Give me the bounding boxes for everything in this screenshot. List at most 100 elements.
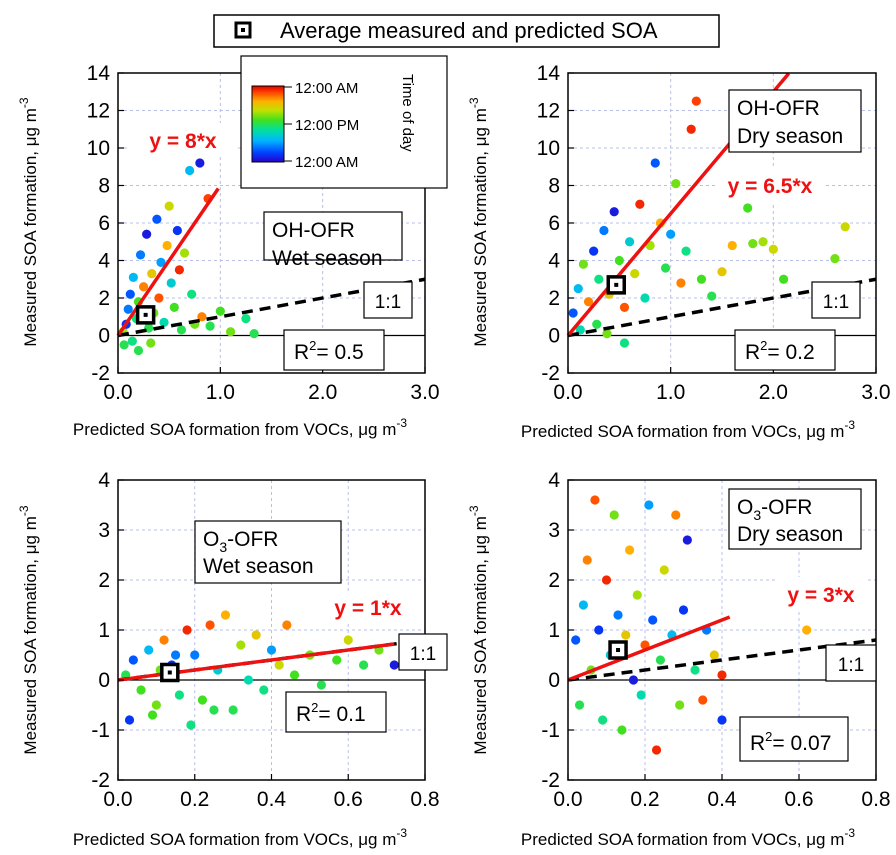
x-axis-label: Predicted SOA formation from VOCs, μg m-… bbox=[521, 418, 855, 441]
data-point-33 bbox=[209, 705, 219, 715]
legend-marker-dot bbox=[241, 28, 245, 32]
data-point-8 bbox=[182, 625, 192, 635]
x-axis-label: Predicted SOA formation from VOCs, μg m-… bbox=[73, 826, 407, 849]
y-tick-label-4: 6 bbox=[548, 212, 560, 235]
data-point-1 bbox=[573, 284, 583, 294]
data-point-16 bbox=[632, 590, 642, 600]
data-point-37 bbox=[127, 336, 137, 346]
data-point-34 bbox=[241, 314, 251, 324]
r2-box bbox=[283, 329, 385, 371]
x-tick-label-0: 0.0 bbox=[553, 381, 582, 404]
panel-label-line2: Wet season bbox=[203, 555, 314, 578]
data-point-4 bbox=[128, 272, 138, 282]
data-point-25 bbox=[332, 655, 342, 665]
data-point-30 bbox=[124, 715, 135, 725]
colorbar-title: Time of day bbox=[399, 74, 416, 152]
data-point-30 bbox=[698, 695, 708, 705]
y-tick-label-1: 0 bbox=[98, 325, 110, 348]
panel-label-line1: O3-OFR bbox=[737, 496, 812, 523]
colorbar: 12:00 AM 12:00 PM 12:00 AM Time of day bbox=[240, 55, 448, 189]
x-tick-label-3: 0.6 bbox=[784, 788, 813, 811]
y-tick-label-4: 2 bbox=[548, 569, 560, 592]
data-point-39 bbox=[602, 329, 612, 339]
data-point-25 bbox=[671, 510, 681, 520]
fit-label-bg bbox=[777, 577, 865, 611]
x-tick-label-4: 0.8 bbox=[861, 788, 890, 811]
panel-label-line2: Wet season bbox=[272, 247, 383, 270]
data-point-17 bbox=[636, 690, 646, 700]
data-point-13 bbox=[621, 630, 631, 640]
data-point-29 bbox=[197, 312, 207, 322]
data-point-13 bbox=[220, 610, 231, 620]
y-axis-label: Measured SOA formation, μg m-3 bbox=[467, 97, 490, 346]
data-point-22 bbox=[289, 670, 300, 680]
data-point-2 bbox=[578, 600, 589, 610]
data-point-18 bbox=[660, 263, 671, 273]
data-point-21 bbox=[282, 620, 292, 630]
data-point-34 bbox=[717, 715, 727, 725]
fit-line bbox=[117, 642, 395, 682]
x-tick-label-2: 2.0 bbox=[308, 381, 337, 404]
data-point-24 bbox=[316, 680, 326, 690]
y-tick-label-7: 12 bbox=[537, 100, 560, 123]
data-point-31 bbox=[147, 710, 158, 720]
data-point-11 bbox=[205, 620, 215, 630]
data-point-2 bbox=[578, 259, 589, 269]
panel-label-line2: Dry season bbox=[737, 523, 843, 546]
data-point-20 bbox=[671, 179, 681, 189]
data-point-24 bbox=[691, 96, 701, 106]
average-marker-dot bbox=[143, 312, 148, 317]
x-tick-label-0: 0.0 bbox=[103, 788, 132, 811]
data-point-9 bbox=[614, 255, 624, 266]
x-tick-label-1: 1.0 bbox=[656, 381, 685, 404]
data-point-38 bbox=[619, 338, 630, 348]
data-point-15 bbox=[156, 257, 166, 267]
y-tick-label-6: 4 bbox=[548, 469, 560, 492]
data-point-11 bbox=[613, 610, 623, 620]
x-tick-label-2: 2.0 bbox=[759, 381, 788, 404]
y-tick-label-2: 0 bbox=[98, 669, 110, 692]
data-point-10 bbox=[197, 695, 208, 705]
data-point-35 bbox=[802, 625, 812, 635]
data-point-23 bbox=[686, 124, 696, 134]
x-tick-label-1: 0.2 bbox=[180, 788, 209, 811]
fit-line bbox=[116, 187, 220, 337]
data-point-26 bbox=[675, 700, 685, 710]
data-point-13 bbox=[635, 199, 645, 209]
y-tick-label-3: 1 bbox=[548, 619, 560, 642]
data-point-27 bbox=[717, 267, 727, 277]
x-tick-label-1: 0.2 bbox=[630, 788, 659, 811]
y-tick-label-1: -1 bbox=[91, 719, 110, 742]
colorbar-gradient bbox=[251, 85, 285, 163]
fit-label-bg bbox=[318, 592, 418, 624]
y-tick-label-8: 14 bbox=[87, 62, 111, 85]
y-tick-label-5: 8 bbox=[98, 175, 110, 198]
y-tick-label-0: -2 bbox=[541, 362, 560, 385]
ref-label: 1:1 bbox=[838, 655, 864, 676]
data-point-20 bbox=[169, 302, 179, 312]
y-tick-label-4: 2 bbox=[98, 569, 110, 592]
data-point-12 bbox=[630, 269, 640, 279]
legend: Average measured and predicted SOA bbox=[213, 14, 720, 48]
data-point-5 bbox=[590, 495, 600, 505]
data-point-16 bbox=[243, 675, 254, 685]
data-point-14 bbox=[154, 293, 164, 303]
data-point-12 bbox=[617, 725, 627, 735]
data-point-36 bbox=[119, 340, 129, 350]
r2-box bbox=[285, 691, 387, 733]
panel-label-box bbox=[728, 89, 862, 153]
average-marker-dot bbox=[614, 282, 619, 287]
y-tick-label-7: 12 bbox=[87, 100, 110, 123]
average-marker-dot bbox=[616, 648, 621, 652]
panel-label-line1: OH-OFR bbox=[737, 97, 820, 120]
data-point-25 bbox=[185, 165, 195, 176]
data-point-0 bbox=[568, 308, 578, 318]
data-point-19 bbox=[166, 278, 176, 288]
fit-label-bg bbox=[128, 123, 238, 157]
average-marker-dot bbox=[167, 670, 172, 675]
data-point-20 bbox=[648, 615, 658, 625]
r2-box bbox=[734, 329, 836, 371]
data-point-3 bbox=[582, 555, 592, 565]
r2-label: R2= 0.5 bbox=[294, 338, 364, 364]
